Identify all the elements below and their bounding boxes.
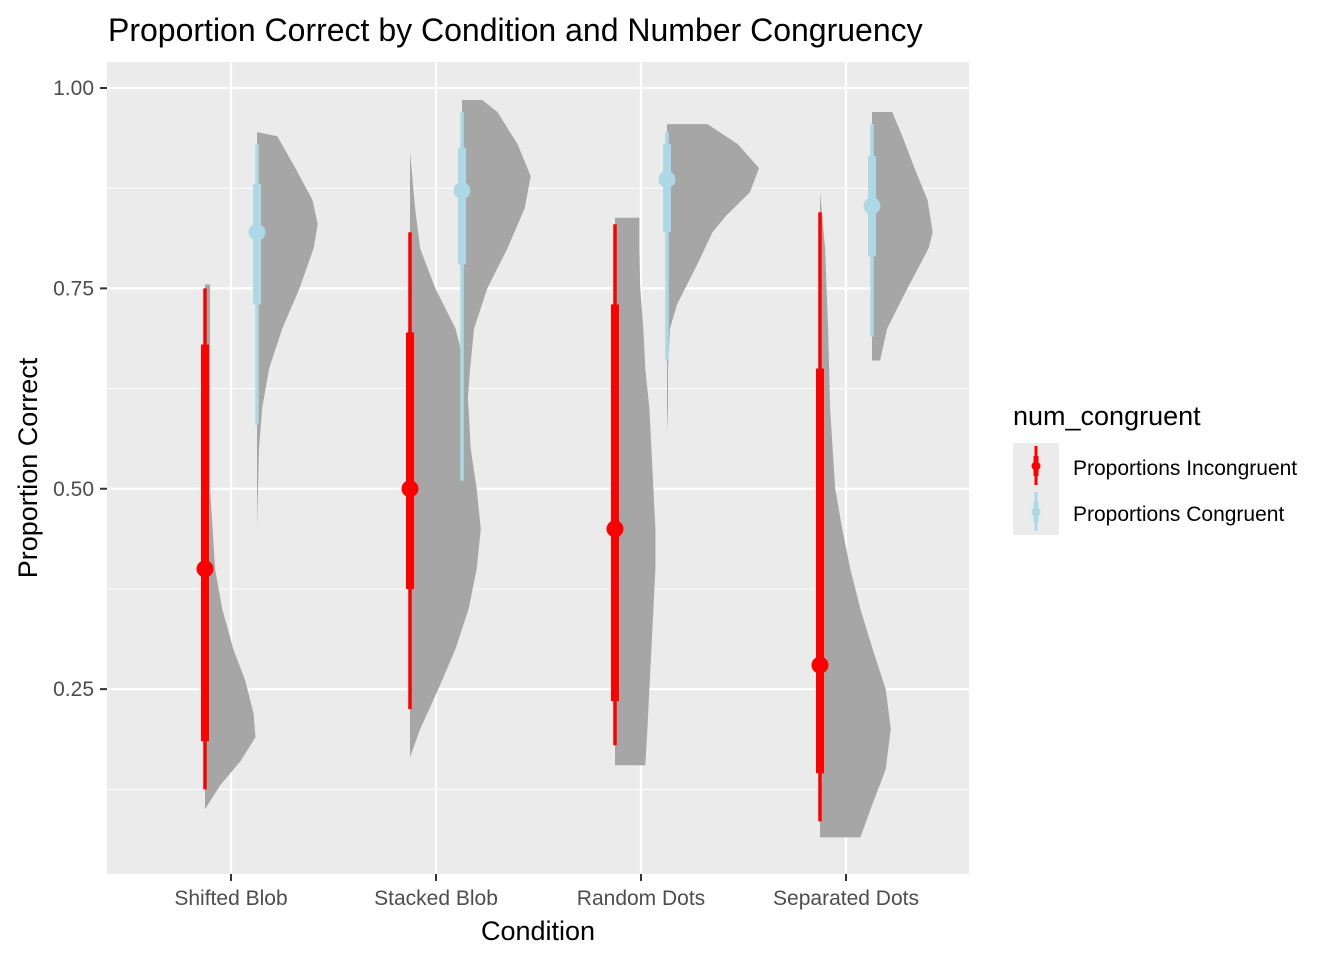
legend-key-point-incongruent: [1031, 461, 1041, 471]
x-tick-label-3: Separated Dots: [773, 887, 919, 910]
chart-title: Proportion Correct by Condition and Numb…: [108, 12, 923, 48]
median-point-congruent-0: [248, 223, 266, 241]
density-congruent-3: [872, 112, 933, 361]
x-tick-label-0: Shifted Blob: [174, 887, 287, 910]
density-incongruent-3: [820, 192, 891, 838]
median-point-incongruent-2: [606, 520, 624, 538]
median-point-incongruent-0: [196, 560, 214, 578]
legend-title: num_congruent: [1013, 401, 1201, 431]
legend: num_congruent Proportions Incongruent Pr…: [1013, 401, 1297, 535]
density-incongruent-2: [615, 217, 656, 766]
median-point-incongruent-1: [401, 480, 419, 498]
x-tick-label-2: Random Dots: [577, 887, 705, 910]
density-congruent-0: [257, 132, 318, 529]
density-incongruent-0: [205, 284, 256, 810]
density-halves: [205, 100, 933, 838]
x-tick-label-1: Stacked Blob: [374, 887, 498, 910]
legend-label-incongruent: Proportions Incongruent: [1073, 457, 1297, 480]
median-point-incongruent-3: [811, 656, 829, 674]
density-congruent-2: [667, 124, 759, 433]
median-point-congruent-1: [453, 182, 471, 200]
y-tick-label-2: 0.75: [53, 277, 94, 300]
legend-keys: [1031, 446, 1041, 531]
y-axis: 0.25 0.50 0.75 1.00: [53, 77, 107, 701]
y-tick-label-1: 0.50: [53, 478, 94, 501]
density-incongruent-1: [410, 152, 481, 758]
y-axis-title: Proportion Correct: [13, 357, 43, 578]
legend-key-point-congruent: [1031, 507, 1041, 517]
y-tick-label-0: 0.25: [53, 678, 94, 701]
y-tick-label-3: 1.00: [53, 77, 94, 100]
x-axis-title: Condition: [481, 916, 595, 946]
x-axis: Shifted Blob Stacked Blob Random Dots Separ…: [174, 874, 919, 910]
legend-label-congruent: Proportions Congruent: [1073, 503, 1284, 526]
density-congruent-1: [462, 100, 531, 529]
interval-marks: [196, 112, 881, 822]
median-point-congruent-2: [658, 170, 676, 188]
median-point-congruent-3: [863, 197, 881, 215]
